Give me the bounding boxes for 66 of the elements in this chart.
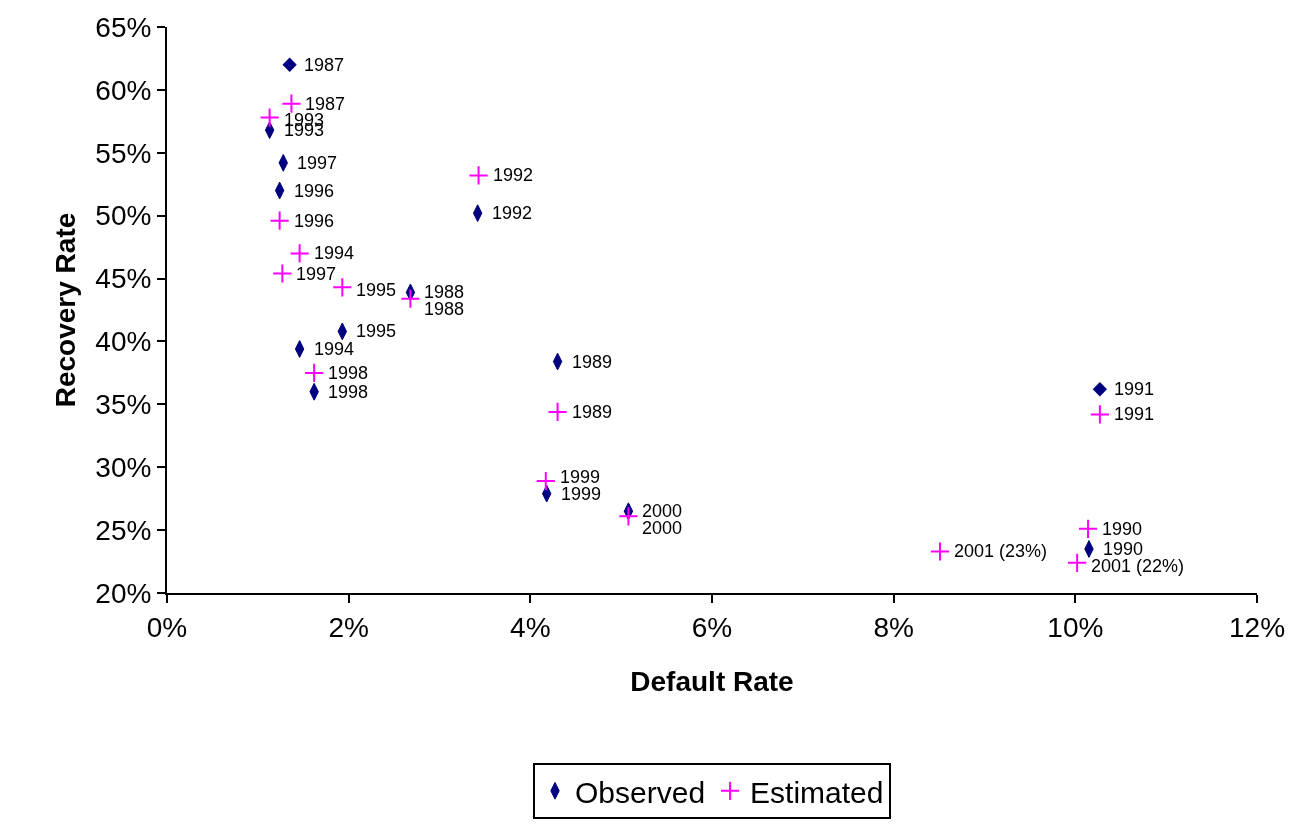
y-tick-label: 20% xyxy=(95,577,152,609)
annotation: 1988 xyxy=(424,299,465,319)
point xyxy=(282,57,297,72)
x-tick-label: 4% xyxy=(510,611,551,643)
point xyxy=(1089,404,1110,425)
annotation: 1999 xyxy=(561,484,602,504)
point xyxy=(468,165,489,186)
point xyxy=(618,506,639,527)
legend-label: Observed xyxy=(575,775,706,809)
y-tick-label: 40% xyxy=(95,326,152,358)
annotation: 1996 xyxy=(294,211,335,231)
point xyxy=(1092,382,1108,397)
y-tick-label: 45% xyxy=(95,263,152,295)
annotation: 1991 xyxy=(1114,379,1155,399)
x-tick-label: 2% xyxy=(328,611,369,643)
annotation: 1992 xyxy=(492,203,533,223)
point xyxy=(929,541,951,562)
legend-label: Estimated xyxy=(750,775,884,809)
y-tick-label: 55% xyxy=(95,137,152,169)
point xyxy=(1067,552,1088,573)
point xyxy=(289,243,310,264)
point xyxy=(272,263,293,284)
annotation: 1987 xyxy=(305,94,346,114)
point xyxy=(400,288,421,309)
annotation: 1994 xyxy=(314,243,355,263)
annotation: 1995 xyxy=(356,280,397,300)
y-tick-label: 30% xyxy=(95,452,152,484)
annotation: 1987 xyxy=(304,55,345,75)
annotation: 2000 xyxy=(642,518,683,538)
annotation: 1991 xyxy=(1114,404,1155,424)
annotation: 2000 xyxy=(642,501,683,521)
annotation: 1998 xyxy=(328,382,369,402)
point xyxy=(281,93,302,114)
point xyxy=(1077,518,1099,539)
annotation: 1990 xyxy=(1102,519,1143,539)
annotation: 1998 xyxy=(328,363,369,383)
annotation: 1989 xyxy=(572,352,613,372)
point xyxy=(269,210,290,231)
x-tick-label: 8% xyxy=(873,611,914,643)
annotation: 1997 xyxy=(296,264,337,284)
annotation: 1994 xyxy=(314,339,355,359)
x-axis-title: Default Rate xyxy=(630,666,794,698)
annotation: 1992 xyxy=(493,165,534,185)
annotation: 1989 xyxy=(572,402,613,422)
point xyxy=(304,362,325,383)
x-tick-label: 10% xyxy=(1047,611,1104,643)
y-tick-label: 35% xyxy=(95,389,152,421)
point xyxy=(535,470,556,492)
point xyxy=(259,107,280,128)
annotation: 1999 xyxy=(560,467,601,487)
y-axis-title: Recovery Rate xyxy=(49,212,81,408)
y-tick-label: 50% xyxy=(95,200,152,232)
annotation: 1997 xyxy=(297,153,338,173)
annotation: 2001 (23%) xyxy=(954,541,1048,561)
x-tick-label: 6% xyxy=(691,611,733,643)
annotation: 1988 xyxy=(424,282,465,302)
annotation: 1990 xyxy=(1103,539,1144,559)
x-tick-label: 12% xyxy=(1228,611,1286,643)
point xyxy=(547,401,568,422)
y-tick-label: 65% xyxy=(95,11,152,43)
y-tick-label: 60% xyxy=(95,74,152,106)
annotation: 2001 (22%) xyxy=(1091,556,1185,576)
y-tick-label: 25% xyxy=(95,514,152,546)
annotation: 1995 xyxy=(356,321,397,341)
annotation: 1996 xyxy=(294,181,335,201)
x-tick-label: 0% xyxy=(146,611,188,643)
